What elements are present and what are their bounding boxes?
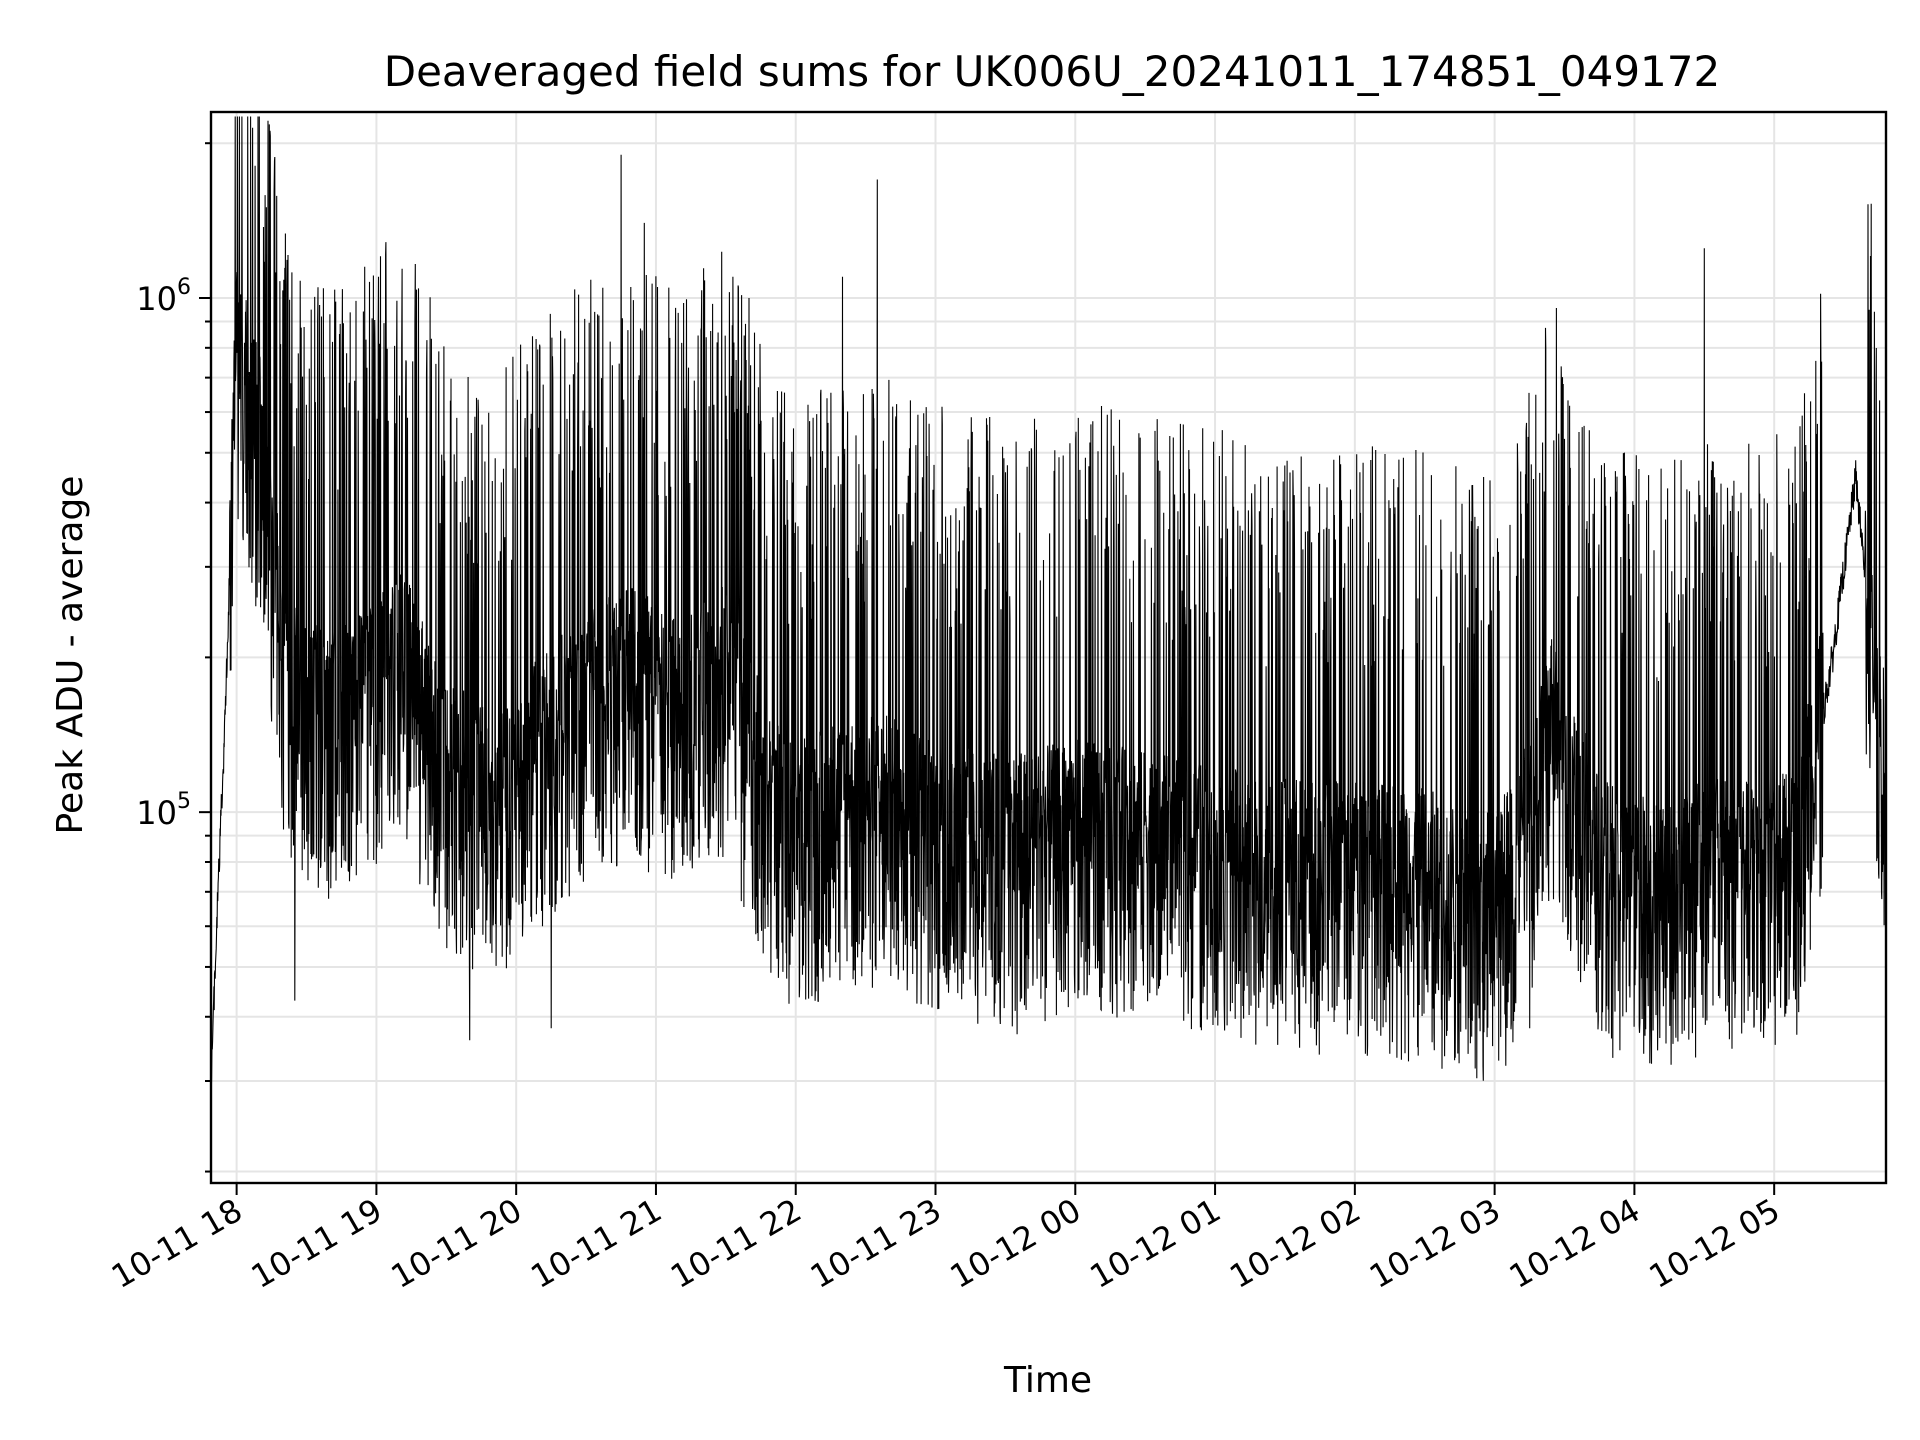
chart-title: Deaveraged field sums for UK006U_2024101… bbox=[384, 47, 1720, 96]
series-line-group bbox=[210, 116, 1887, 1091]
plot-frame bbox=[209, 110, 1888, 1185]
y-tick-label: 106 bbox=[136, 275, 191, 318]
series-line bbox=[210, 116, 1887, 1091]
y-tick-label: 105 bbox=[136, 789, 191, 832]
x-axis-label: Time bbox=[1003, 1360, 1092, 1401]
y-axis: 105 106 bbox=[136, 142, 211, 1173]
y-axis-label: Peak ADU - average bbox=[50, 476, 91, 835]
